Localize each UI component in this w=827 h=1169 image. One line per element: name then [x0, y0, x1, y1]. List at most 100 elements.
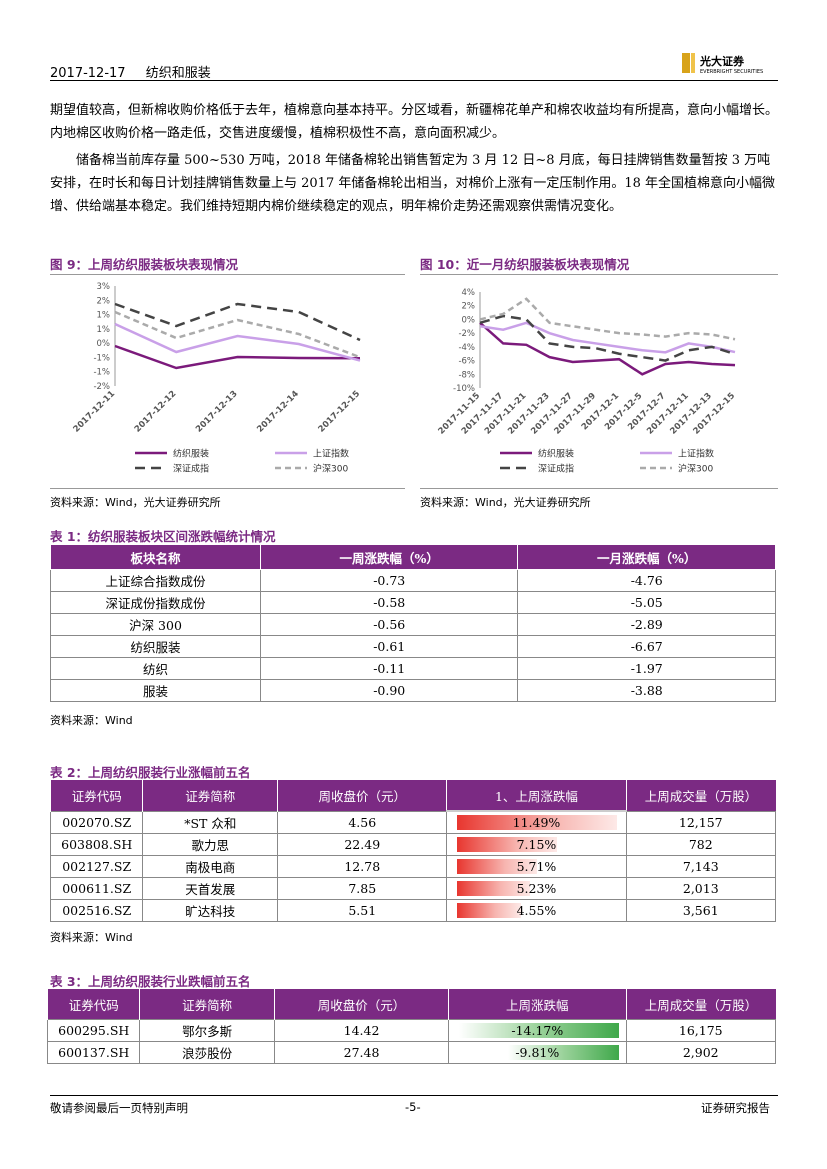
gain-bar: [457, 815, 618, 830]
fig9-chart: 3% 2% 1% 1% 0% -1% -1% -2%2017-12-11 2017-12-12 2…: [72, 282, 363, 475]
loss-bar: [459, 1023, 620, 1038]
legend-label: 纺织服装: [538, 448, 574, 460]
y-tick-label: 2%: [462, 302, 476, 312]
table-cell: -5.05: [517, 591, 776, 614]
table-cell: -6.67: [517, 635, 776, 658]
y-tick-label: -2%: [458, 329, 475, 339]
table-cell: 002516.SZ: [49, 899, 144, 922]
legend-label: 深证成指: [538, 463, 574, 475]
legend-label: 纺织服装: [173, 448, 209, 460]
y-tick-label: 0%: [462, 315, 476, 325]
change-value: -14.17%: [511, 1023, 564, 1038]
change-value: 4.55%: [516, 903, 557, 918]
table1-title: 表 1：纺织服装板块区间涨跌幅统计情况: [50, 529, 276, 544]
table-cell: 782: [625, 833, 777, 856]
x-tick-label: 2017-12-15: [692, 391, 738, 437]
y-tick-label: -10%: [453, 384, 475, 394]
y-tick-label: 1%: [97, 311, 111, 321]
series-line: [479, 314, 736, 362]
table-row: 603808.SH 歌力思 22.49 7.15% 782: [49, 833, 777, 856]
fig10-title: 图 10：近一月纺织服装板块表现情况: [420, 257, 630, 272]
y-tick-label: -2%: [93, 382, 110, 392]
report-date-section: 2017-12-17 纺织和服装: [50, 62, 211, 81]
table-row: 纺织服装 -0.61 -6.67: [50, 635, 776, 658]
y-tick-label: -4%: [458, 343, 475, 353]
fig10-chart: 4%2%0%-2%-4%-6%-8%-10%2017-11-152017-11-…: [437, 288, 738, 475]
table3-header: 周收盘价（元）: [273, 989, 449, 1020]
series-line: [479, 321, 736, 354]
table-cell: 3,561: [625, 899, 777, 922]
logo-text: 光大证券: [699, 54, 745, 68]
series-line: [114, 322, 361, 362]
table-cell: 歌力思: [142, 833, 279, 856]
table-row: 深证成份指数成份 -0.58 -5.05: [50, 591, 776, 614]
fig9-title: 图 9：上周纺织服装板块表现情况: [50, 257, 239, 272]
table2-header: 1、上周涨跌幅: [446, 780, 627, 812]
gain-bar: [457, 859, 537, 874]
table1-header-row: 板块名称 一周涨跌幅（%） 一月涨跌幅（%）: [50, 544, 776, 570]
table-cell: -2.89: [517, 613, 776, 636]
report-date: 2017-12-17: [50, 66, 126, 81]
table-cell: 14.42: [273, 1019, 450, 1042]
company-logo: 光大证券 EVERBRIGHT SECURITIES: [680, 50, 780, 76]
gain-bar: [457, 881, 531, 896]
table2-header-row: 证券代码 证券简称 周收盘价（元） 1、上周涨跌幅 上周成交量（万股）: [49, 780, 776, 812]
table-row: 002127.SZ 南极电商 12.78 5.71% 7,143: [49, 855, 777, 878]
gain-bar: [457, 837, 557, 852]
series-line: [114, 310, 361, 359]
change-cell: -14.17%: [448, 1019, 627, 1042]
table-cell: -0.58: [259, 591, 519, 614]
legend-label: 上证指数: [313, 448, 349, 460]
fig9-source: 资料来源：Wind，光大证券研究所: [50, 496, 221, 509]
y-tick-label: 3%: [97, 282, 111, 292]
table-cell: 沪深 300: [50, 613, 261, 636]
table-cell: 深证成份指数成份: [50, 591, 261, 614]
change-value: -9.81%: [515, 1045, 560, 1060]
x-tick-label: 2017-12-11: [72, 389, 118, 435]
table2-source: 资料来源：Wind: [50, 931, 133, 944]
table-row: 沪深 300 -0.56 -2.89: [50, 613, 776, 636]
table-cell: 002070.SZ: [49, 810, 144, 834]
x-tick-label: 2017-12-14: [255, 389, 301, 435]
report-section: 纺织和服装: [145, 66, 211, 81]
table1-header: 一月涨跌幅（%）: [517, 544, 776, 570]
loss-bar: [508, 1045, 620, 1060]
table3: 证券代码 证券简称 周收盘价（元） 上周涨跌幅 上周成交量（万股） 600295…: [46, 989, 776, 1064]
table1-header: 一周涨跌幅（%）: [259, 544, 519, 570]
table-cell: 鄂尔多斯: [139, 1019, 275, 1042]
paragraph-2: 储备棉当前库存量 500~530 万吨，2018 年储备棉轮出销售暂定为 3 月…: [50, 153, 776, 214]
table-cell: 纺织: [50, 657, 261, 680]
table3-header-row: 证券代码 证券简称 周收盘价（元） 上周涨跌幅 上周成交量（万股）: [46, 989, 776, 1020]
change-value: 5.23%: [516, 881, 557, 896]
y-tick-label: 0%: [97, 339, 111, 349]
table-cell: 纺织服装: [50, 635, 261, 658]
table-cell: 4.56: [277, 810, 448, 834]
table3-header: 证券简称: [139, 989, 275, 1020]
table1-header: 板块名称: [50, 544, 261, 570]
table-cell: 2,902: [625, 1041, 776, 1064]
page-number: -5-: [405, 1100, 421, 1114]
footer-divider: [50, 1095, 778, 1096]
change-cell: -9.81%: [448, 1041, 627, 1064]
series-line: [479, 321, 736, 376]
change-value: 7.15%: [516, 837, 557, 852]
table-row: 600137.SH 浪莎股份 27.48 -9.81% 2,902: [46, 1041, 776, 1064]
y-tick-label: -1%: [93, 368, 110, 378]
table2-header: 证券简称: [142, 780, 278, 811]
legend-label: 沪深300: [678, 463, 713, 475]
table-row: 002070.SZ *ST 众和 4.56 11.49% 12,157: [49, 810, 777, 834]
table-cell: 002127.SZ: [49, 855, 144, 878]
table3-title: 表 3：上周纺织服装行业跌幅前五名: [50, 974, 251, 989]
table-row: 纺织 -0.11 -1.97: [50, 657, 776, 680]
table2: 证券代码 证券简称 周收盘价（元） 1、上周涨跌幅 上周成交量（万股） 0020…: [49, 780, 777, 922]
change-value: 11.49%: [512, 815, 561, 830]
table1-source: 资料来源：Wind: [50, 714, 133, 727]
table-cell: 16,175: [625, 1019, 776, 1042]
footer-disclaimer: 敬请参阅最后一页特别声明: [50, 1101, 188, 1115]
table-cell: 旷达科技: [142, 899, 279, 922]
table-cell: 27.48: [273, 1041, 450, 1064]
table-row: 上证综合指数成份 -0.73 -4.76: [50, 569, 776, 592]
legend-label: 深证成指: [173, 463, 209, 475]
change-cell: 4.55%: [446, 899, 627, 922]
series-line: [114, 302, 361, 342]
